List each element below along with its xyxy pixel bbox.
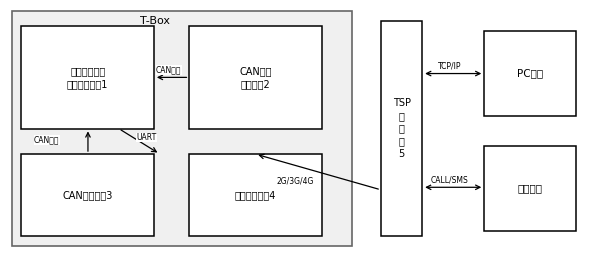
- Bar: [484, 146, 576, 231]
- Text: T-Box: T-Box: [140, 16, 170, 26]
- Text: CAN信息
采集模块2: CAN信息 采集模块2: [239, 66, 272, 89]
- Text: 移动终端: 移动终端: [517, 183, 543, 194]
- Bar: [381, 21, 422, 236]
- Bar: [12, 11, 352, 246]
- Text: CAN诊断模块3: CAN诊断模块3: [63, 190, 113, 200]
- Text: CALL/SMS: CALL/SMS: [431, 175, 469, 184]
- Bar: [484, 31, 576, 116]
- Bar: [21, 26, 154, 128]
- Text: 2G/3G/4G: 2G/3G/4G: [277, 176, 314, 185]
- Text: TSP
服
务
器
5: TSP 服 务 器 5: [392, 98, 411, 159]
- Text: CAN诊断: CAN诊断: [34, 135, 60, 144]
- Bar: [21, 154, 154, 236]
- Text: PC终端: PC终端: [517, 69, 543, 79]
- Text: UART: UART: [136, 133, 157, 142]
- Text: 车载异常信息
检测管理模块1: 车载异常信息 检测管理模块1: [67, 66, 108, 89]
- Text: TCP/IP: TCP/IP: [439, 61, 462, 70]
- Text: 无线通信模块4: 无线通信模块4: [235, 190, 277, 200]
- Bar: [189, 26, 322, 128]
- Bar: [189, 154, 322, 236]
- Text: CAN总线: CAN总线: [156, 65, 181, 74]
